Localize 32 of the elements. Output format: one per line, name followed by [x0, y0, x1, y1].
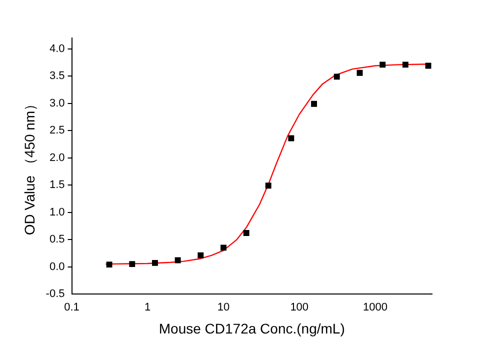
point — [106, 262, 112, 268]
point — [380, 62, 386, 68]
x-axis-title: Mouse CD172a Conc.(ng/mL) — [158, 320, 345, 336]
point — [174, 257, 181, 264]
point — [425, 62, 432, 69]
x-tick-label: 0.1 — [64, 302, 80, 314]
point — [311, 100, 317, 107]
y-tick-label: 3.5 — [49, 70, 65, 82]
y-tick-label: 0.5 — [49, 234, 65, 246]
y-tick-label: 4.0 — [49, 42, 65, 55]
y-tick-label: 2.0 — [49, 152, 65, 164]
x-tick-label: 10 — [217, 302, 230, 314]
point — [198, 252, 204, 258]
point — [402, 62, 408, 68]
point — [129, 261, 136, 268]
point — [152, 260, 158, 266]
point — [243, 230, 250, 236]
y-tick-label: 3.0 — [49, 97, 65, 110]
y-tick-label: 1.5 — [49, 179, 65, 192]
x-tick-label: 1000 — [362, 302, 388, 314]
x-tick-label: 100 — [290, 302, 309, 314]
point — [356, 70, 363, 76]
point — [220, 244, 226, 251]
point — [288, 135, 294, 142]
x-tick-label: 1 — [144, 302, 151, 314]
y-tick-label: 1.0 — [49, 206, 65, 218]
point — [334, 74, 340, 80]
y-tick-label: 2.5 — [49, 124, 65, 137]
y-tick-label: -0.5 — [46, 288, 65, 300]
point — [265, 182, 272, 189]
y-tick-label: 0.0 — [49, 260, 65, 273]
y-axis-title: OD Value （450 nm） — [21, 96, 38, 236]
